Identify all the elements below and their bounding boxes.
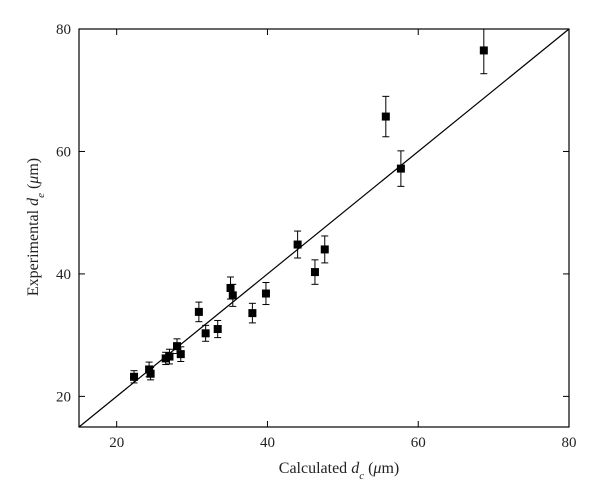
data-point (226, 284, 235, 293)
data-point (261, 289, 270, 298)
y-tick-label: 20 (56, 389, 71, 405)
plot-area: 20 40 60 80 20 40 60 80 (56, 22, 577, 451)
x-tick-label: 80 (562, 435, 577, 451)
data-point (396, 164, 405, 173)
y-axis-title: Experimental de (μm) (25, 158, 47, 296)
data-point (146, 369, 155, 378)
data-point (213, 325, 222, 334)
data-point (145, 365, 154, 374)
y-tick-label: 40 (56, 267, 71, 283)
y-tick-label: 60 (56, 144, 71, 160)
data-point (479, 46, 488, 55)
y-tick-label: 80 (56, 22, 71, 38)
data-point (248, 309, 257, 318)
x-tick-label: 40 (260, 435, 275, 451)
data-point (130, 372, 139, 381)
data-point (201, 329, 210, 338)
x-axis-title: Calculated dc (μm) (279, 460, 399, 482)
data-point (228, 291, 237, 300)
data-point (320, 245, 329, 254)
data-point (165, 352, 174, 361)
reference-line (78, 28, 570, 428)
data-point (173, 342, 181, 351)
plot-frame (78, 28, 570, 428)
data-point (310, 268, 319, 277)
data-point (293, 240, 302, 249)
x-tick-label: 60 (411, 435, 426, 451)
data-point (176, 350, 185, 359)
x-tick-label: 20 (109, 435, 124, 451)
data-point (194, 307, 203, 316)
data-point (381, 112, 390, 121)
